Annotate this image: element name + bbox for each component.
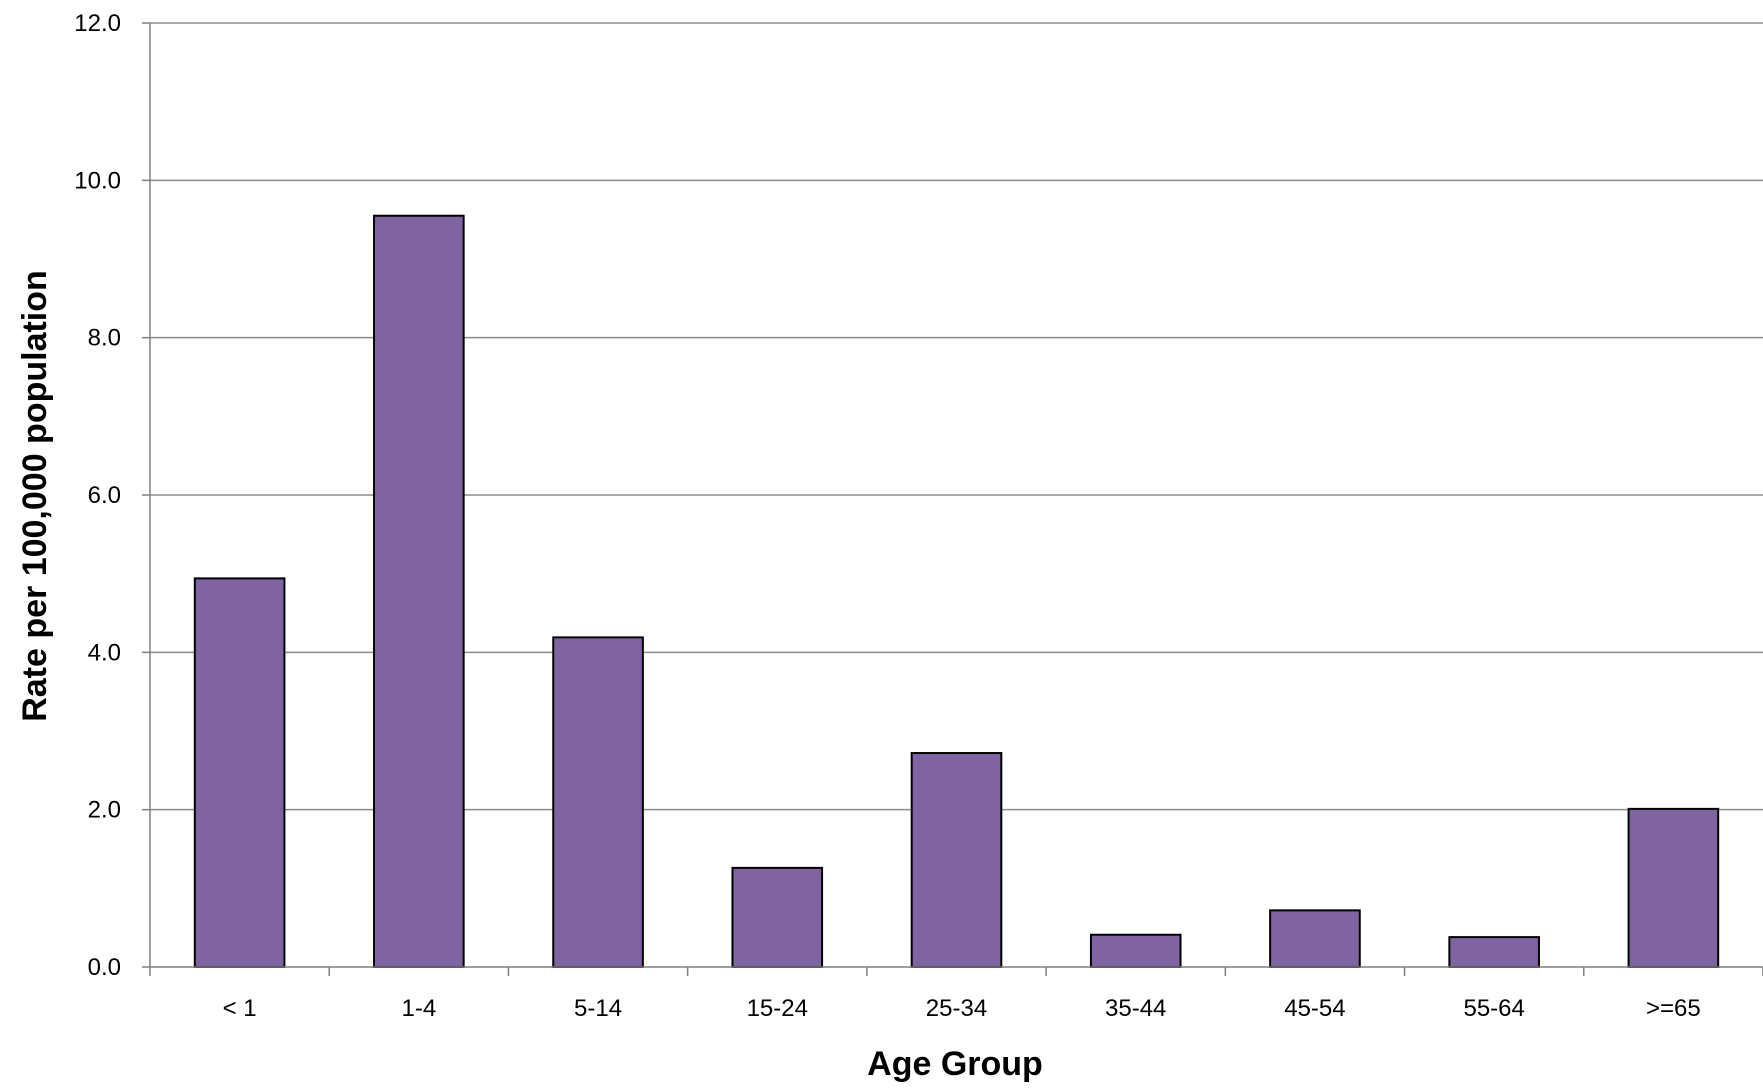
x-axis-title: Age Group	[867, 1045, 1043, 1083]
x-tick-label: >=65	[1646, 995, 1701, 1022]
x-tick-label: 15-24	[747, 995, 808, 1022]
y-tick-label: 4.0	[88, 639, 121, 666]
x-tick-label: 25-34	[926, 995, 987, 1022]
bar	[1627, 807, 1720, 968]
y-tick-label: 2.0	[88, 797, 121, 824]
bar	[1269, 909, 1361, 968]
y-axis-title: Rate per 100,000 population	[16, 270, 54, 722]
bar	[373, 214, 465, 968]
x-tick-labels: < 1 1-4 5-14 15-24 25-34 35-44 45-54 55-64 >=65	[223, 995, 1701, 1022]
axes	[142, 22, 1763, 976]
bar	[1448, 936, 1540, 969]
y-tick-label: 10.0	[74, 167, 121, 194]
bar	[193, 577, 286, 968]
bar	[552, 636, 644, 968]
x-tick-label: 35-44	[1105, 995, 1166, 1022]
y-tick-labels: 0.0 2.0 4.0 6.0 8.0 10.0 12.0	[74, 10, 121, 981]
y-tick-label: 12.0	[74, 10, 121, 37]
x-tick-label: 1-4	[401, 995, 436, 1022]
bar	[731, 866, 824, 969]
y-tick-label: 8.0	[88, 325, 121, 352]
x-tick-label: 55-64	[1463, 995, 1524, 1022]
x-tick-label: 45-54	[1284, 995, 1345, 1022]
y-tick-label: 6.0	[88, 482, 121, 509]
bars	[193, 214, 1720, 969]
bar	[910, 752, 1003, 968]
x-tick-label: 5-14	[574, 995, 622, 1022]
bar	[1089, 933, 1182, 968]
y-tick-label: 0.0	[88, 954, 121, 981]
x-tick-label: < 1	[223, 995, 257, 1022]
